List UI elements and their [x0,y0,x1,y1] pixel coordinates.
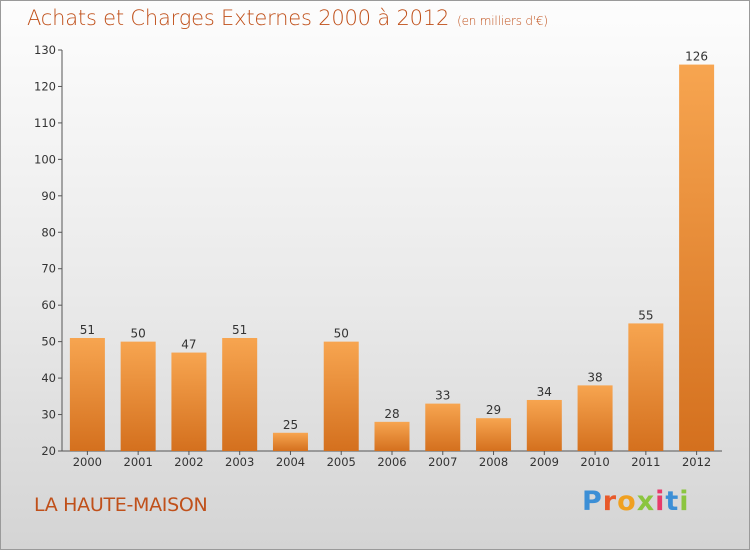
bar-2002 [171,352,207,451]
x-tick-label: 2002 [174,455,203,469]
logo-letter: r [602,486,618,517]
logo-letter: o [617,486,637,517]
bar-2006 [374,421,410,451]
value-label-2002: 47 [181,338,196,352]
value-label-2001: 50 [131,327,146,341]
y-tick-label: 50 [41,335,56,349]
y-tick-label: 70 [41,262,56,276]
bars [69,64,715,451]
y-tick-label: 110 [34,116,56,130]
bar-2005 [323,341,359,451]
bar-2003 [222,337,258,451]
chart-subtitle: (en milliers d'€) [457,14,548,28]
y-tick-label: 100 [34,152,56,166]
x-tick-label: 2000 [73,455,102,469]
logo-letter: i [679,486,690,517]
value-label-2011: 55 [638,308,653,322]
x-tick-label: 2010 [580,455,609,469]
bar-2007 [425,403,461,451]
x-tick-label: 2005 [327,455,356,469]
y-tick-label: 30 [41,408,56,422]
value-label-2005: 50 [334,327,349,341]
bar-2000 [69,337,105,451]
logo-letter: x [636,486,656,517]
value-label-2000: 51 [80,323,95,337]
bar-2004 [272,432,308,451]
x-tick-label: 2009 [530,455,559,469]
value-label-2004: 25 [283,418,298,432]
y-tick-label: 130 [34,43,56,57]
proxiti-logo: Proxiti [582,486,690,517]
y-tick-label: 20 [41,444,56,458]
value-labels: 51 50 47 51 25 50 28 33 29 34 38 55 126 [80,50,708,432]
bar-2008 [476,418,512,451]
value-label-2010: 38 [587,370,602,384]
x-tick-label: 2008 [479,455,508,469]
bar-2009 [526,399,562,451]
value-label-2003: 51 [232,323,247,337]
x-tick-label: 2003 [225,455,254,469]
bar-2001 [120,341,156,451]
value-label-2012: 126 [685,50,708,64]
value-label-2007: 33 [435,389,450,403]
logo-letter: t [665,486,680,517]
value-label-2009: 34 [537,385,552,399]
y-tick-label: 60 [41,298,56,312]
chart-title-text: Achats et Charges Externes 2000 à 2012 [27,6,450,30]
y-tick-label: 120 [34,79,56,93]
y-tick-label: 80 [41,225,56,239]
x-tick-label: 2007 [428,455,457,469]
value-label-2006: 28 [384,407,399,421]
chart-title: Achats et Charges Externes 2000 à 2012 (e… [27,6,548,30]
x-tick-label: 2006 [377,455,406,469]
logo-letter: i [655,486,666,517]
bar-2011 [628,323,664,451]
x-tick-label: 2011 [631,455,660,469]
bar-2012 [679,64,715,451]
y-tick-label: 90 [41,189,56,203]
logo-letter: P [582,486,603,517]
x-tick-label: 2001 [124,455,153,469]
value-label-2008: 29 [486,403,501,417]
commune-name: LA HAUTE-MAISON [34,494,208,516]
y-tick-label: 40 [41,371,56,385]
x-tick-label: 2012 [682,455,711,469]
bar-2010 [577,385,613,451]
x-tick-label: 2004 [276,455,305,469]
